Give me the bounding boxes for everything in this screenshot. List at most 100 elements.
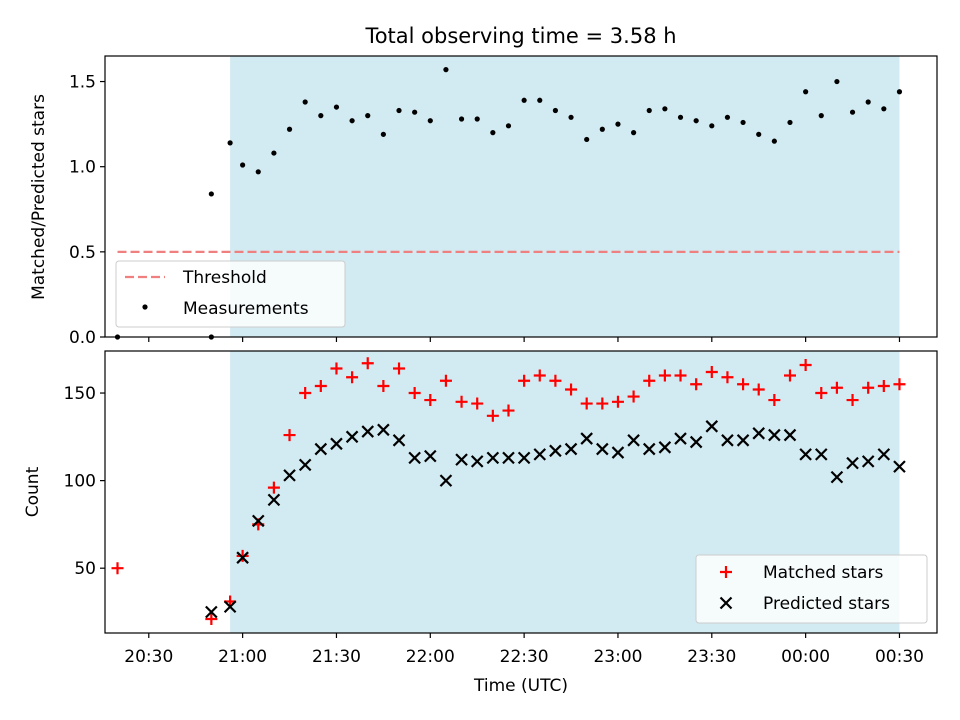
predicted-star-point [223,600,237,614]
measurement-point [521,97,527,103]
bottom-panel: 50 100 150 20:30 21:00 21:30 22:00 22:30 23:00 23… [64,350,938,667]
matched-star-point [862,381,875,394]
matched-star-point [346,371,359,384]
matched-star-point [596,397,609,410]
measurement-point [818,113,824,119]
matched-star-point [205,612,218,625]
predicted-star-point [502,451,515,465]
matched-star-point [518,374,531,387]
matched-star-point [424,394,437,407]
predicted-star-point [408,451,421,465]
y-tick-label: 0.5 [69,243,96,263]
matched-star-point [799,359,812,372]
matched-star-point [236,549,249,562]
predicted-star-point [768,428,781,442]
measurement-point [208,191,214,197]
measurement-point [615,121,621,127]
axes-frame [104,350,938,634]
top-panel: 0.0 0.5 1.0 1.5 Threshold Measurements [69,55,938,348]
measurement-point [599,126,605,132]
x-tick-label: 21:00 [218,647,267,667]
predicted-star-point [674,432,687,445]
measurement-point [443,67,449,73]
measurement-point [427,118,433,124]
matched-star-point [314,380,327,393]
matched-star-point [783,369,796,382]
matched-star-point [658,369,671,382]
measurement-point [365,113,371,119]
matched-star-point [439,374,452,387]
predicted-star-point [799,448,812,461]
x-tick-label: 22:30 [500,647,549,667]
predicted-star-point [564,442,578,456]
measurement-point [240,162,246,168]
measurement-point [490,130,496,136]
top-y-axis-label: Matched/Predicted stars [29,94,49,300]
measurement-point [584,136,590,143]
matched-star-point [549,374,562,387]
matched-star-point [737,378,750,391]
predicted-star-point [580,432,593,445]
measurement-point [302,99,308,105]
legend-predicted-swatch [719,596,733,610]
predicted-star-point [517,451,531,465]
matched-star-point [690,378,703,391]
x-tick-label: 23:30 [687,647,736,667]
matched-star-point [674,369,687,382]
predicted-star-point [283,469,296,482]
y-tick-label: 150 [64,384,96,404]
predicted-star-point [314,442,328,456]
predicted-star-point [361,425,375,438]
x-axis-label: Time (UTC) [473,676,568,696]
predicted-star-point [721,434,734,447]
matched-star-point [752,383,765,396]
predicted-star-point [752,427,765,440]
predicted-star-point [424,449,437,463]
predicted-star-point [439,474,453,487]
y-tick-label: 1.5 [69,73,96,93]
measurement-point [333,104,340,110]
legend-predicted-label: Predicted stars [763,594,890,614]
x-tick-label: 22:00 [406,647,455,667]
predicted-star-point [455,453,468,466]
bottom-y-axis-label: Count [23,466,43,517]
measurement-point [380,131,386,137]
predicted-star-point [814,448,828,461]
x-tick-label: 21:30 [312,647,361,667]
y-tick-label: 50 [74,559,96,579]
measurement-point [474,116,480,122]
x-tick-label: 00:00 [781,647,830,667]
measurement-point [458,116,465,122]
matched-star-point [627,390,640,403]
predicted-star-point [392,434,406,447]
predicted-star-point [470,455,484,468]
predicted-star-point [658,441,672,454]
measurement-point [537,97,543,103]
top-legend [115,260,346,328]
predicted-star-point [330,437,343,451]
predicted-star-point [267,493,281,507]
bottom-legend [695,554,928,624]
predicted-star-point [611,446,625,459]
predicted-star-point [236,551,249,564]
measurement-point [396,107,402,114]
legend-threshold-label: Threshold [182,268,267,288]
y-tick-label: 1.0 [69,158,96,178]
measurement-point [896,89,903,95]
matched-star-point [893,378,906,391]
measurement-point [286,126,293,132]
matched-star-point [267,481,280,494]
predicted-star-point [893,460,906,473]
matched-star-point [408,387,421,400]
predicted-star-point [596,442,609,456]
x-tick-label: 20:30 [124,647,173,667]
measurement-point [834,78,840,85]
predicted-star-point [627,434,640,447]
matched-star-point [393,362,406,375]
measurement-point [646,107,652,114]
measurement-point [865,99,871,105]
predicted-star-point [549,444,562,458]
predicted-star-point [642,442,656,456]
legend-measurements-label: Measurements [183,299,309,319]
